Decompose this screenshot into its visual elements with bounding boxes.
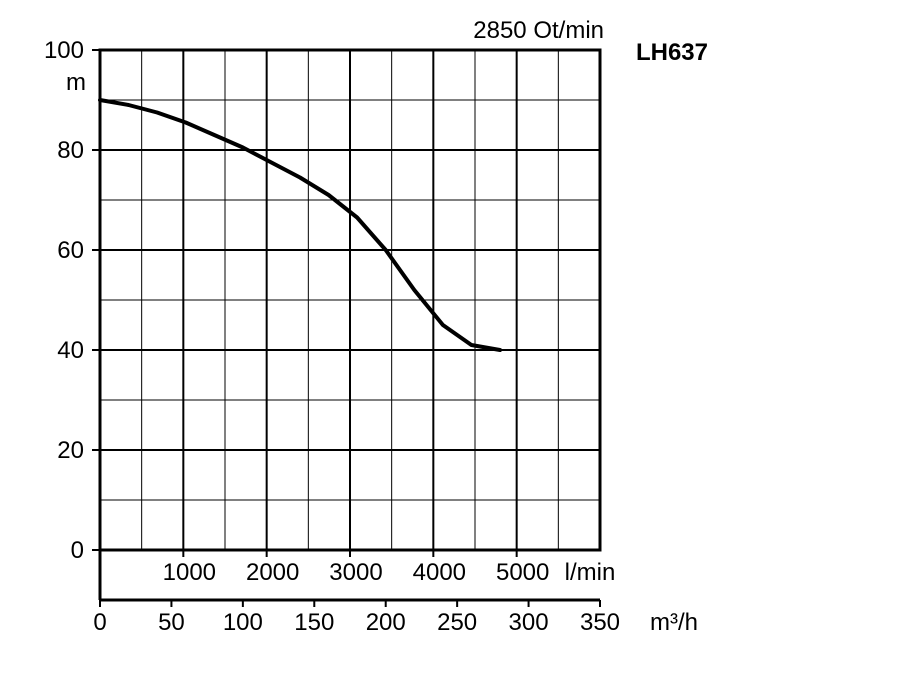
y-tick-label: 40 [57,337,84,364]
y-tick-label: 0 [71,537,84,564]
curve-layer [98,98,502,352]
y-ticks: 0 20 40 60 80 100 [44,37,100,564]
lmin-tick-label: 4000 [413,559,466,586]
lmin-unit-label: l/min [565,559,616,586]
m3h-tick-label: 100 [223,609,263,636]
lmin-tick-label: 3000 [329,559,382,586]
model-label: LH637 [636,39,708,66]
y-unit-label: m [66,69,86,96]
m3h-tick-label: 250 [437,609,477,636]
grid [100,50,600,550]
y-tick-label: 60 [57,237,84,264]
m3h-tick-label: 150 [294,609,334,636]
y-tick-label: 20 [57,437,84,464]
m3h-tick-label: 300 [509,609,549,636]
y-tick-label: 100 [44,37,84,64]
y-tick-label: 80 [57,137,84,164]
pump-curve-line [98,98,502,352]
lmin-ticks: 1000 2000 3000 4000 5000 [163,550,549,586]
m3h-ticks: 0 50 100 150 200 250 300 350 [93,600,620,636]
lmin-tick-label: 1000 [163,559,216,586]
m3h-tick-label: 0 [93,609,106,636]
speed-label: 2850 Ot/min [473,17,604,44]
m3h-unit-label: m³/h [650,609,698,636]
lmin-tick-label: 5000 [496,559,549,586]
lmin-tick-label: 2000 [246,559,299,586]
m3h-tick-label: 200 [366,609,406,636]
m3h-tick-label: 350 [580,609,620,636]
m3h-tick-label: 50 [158,609,185,636]
